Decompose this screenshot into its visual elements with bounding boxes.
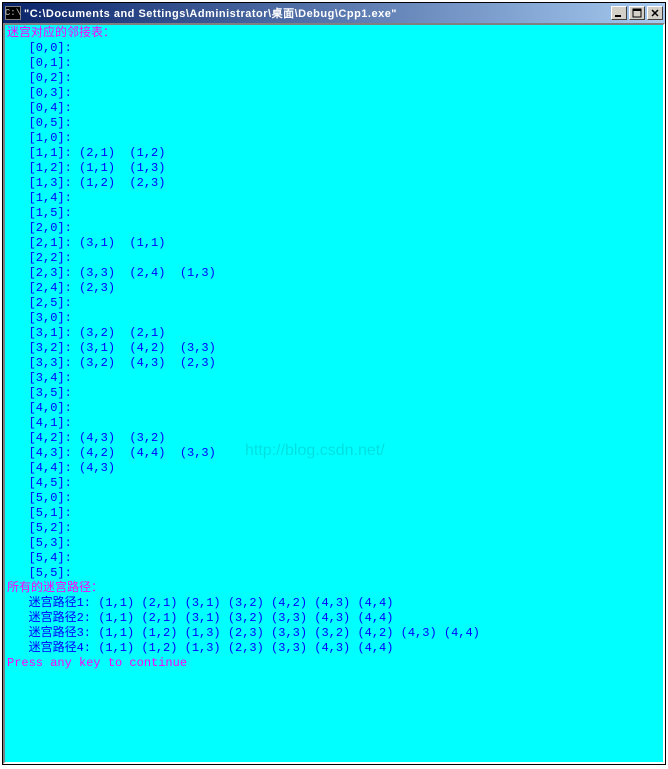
console-line: [5,3]: (7, 536, 661, 551)
close-button[interactable] (647, 6, 663, 20)
console-line: [1,5]: (7, 206, 661, 221)
console-line: [4,4]: (4,3) (7, 461, 661, 476)
console-line: [4,3]: (4,2) (4,4) (3,3) (7, 446, 661, 461)
console-line: [0,3]: (7, 86, 661, 101)
console-line: [5,2]: (7, 521, 661, 536)
console-line: [3,5]: (7, 386, 661, 401)
console-line: [3,2]: (3,1) (4,2) (3,3) (7, 341, 661, 356)
minimize-button[interactable] (611, 6, 627, 20)
console-line: [1,0]: (7, 131, 661, 146)
console-line: [4,2]: (4,3) (3,2) (7, 431, 661, 446)
console-line: 迷宫路径3: (1,1) (1,2) (1,3) (2,3) (3,3) (3,… (7, 626, 661, 641)
console-line: [5,4]: (7, 551, 661, 566)
window-title: "C:\Documents and Settings\Administrator… (24, 5, 609, 21)
console-line: [1,3]: (1,2) (2,3) (7, 176, 661, 191)
console-line: [0,2]: (7, 71, 661, 86)
console-line: [0,1]: (7, 56, 661, 71)
console-line: [2,3]: (3,3) (2,4) (1,3) (7, 266, 661, 281)
console-line: [2,5]: (7, 296, 661, 311)
window-controls (609, 6, 663, 20)
console-line: [1,2]: (1,1) (1,3) (7, 161, 661, 176)
console-output: 迷宫对应的邻接表： [0,0]: [0,1]: [0,2]: [0,3]: [0… (5, 25, 663, 672)
console-line: [4,0]: (7, 401, 661, 416)
console-header-line: Press any key to continue (7, 656, 661, 671)
maximize-button[interactable] (629, 6, 645, 20)
console-line: [3,0]: (7, 311, 661, 326)
console-line: [2,4]: (2,3) (7, 281, 661, 296)
console-line: [2,0]: (7, 221, 661, 236)
console-line: [4,5]: (7, 476, 661, 491)
console-line: [3,3]: (3,2) (4,3) (2,3) (7, 356, 661, 371)
console-line: [0,4]: (7, 101, 661, 116)
console-area[interactable]: http://blog.csdn.net/ 迷宫对应的邻接表： [0,0]: [… (3, 23, 665, 764)
console-line: [5,1]: (7, 506, 661, 521)
console-line: [3,1]: (3,2) (2,1) (7, 326, 661, 341)
app-window: C:\ "C:\Documents and Settings\Administr… (2, 2, 666, 765)
console-line: [2,1]: (3,1) (1,1) (7, 236, 661, 251)
console-line: [3,4]: (7, 371, 661, 386)
console-line: 迷宫路径1: (1,1) (2,1) (3,1) (3,2) (4,2) (4,… (7, 596, 661, 611)
console-line: [5,5]: (7, 566, 661, 581)
console-line: [0,5]: (7, 116, 661, 131)
console-line: [5,0]: (7, 491, 661, 506)
console-line: 迷宫路径2: (1,1) (2,1) (3,1) (3,2) (3,3) (4,… (7, 611, 661, 626)
console-header-line: 所有的迷宫路径： (7, 581, 661, 596)
console-line: [1,4]: (7, 191, 661, 206)
console-line: [1,1]: (2,1) (1,2) (7, 146, 661, 161)
console-line: [0,0]: (7, 41, 661, 56)
console-line: [4,1]: (7, 416, 661, 431)
console-line: [2,2]: (7, 251, 661, 266)
titlebar[interactable]: C:\ "C:\Documents and Settings\Administr… (3, 3, 665, 23)
app-icon: C:\ (5, 6, 21, 20)
console-line: 迷宫路径4: (1,1) (1,2) (1,3) (2,3) (3,3) (4,… (7, 641, 661, 656)
console-header-line: 迷宫对应的邻接表： (7, 26, 661, 41)
